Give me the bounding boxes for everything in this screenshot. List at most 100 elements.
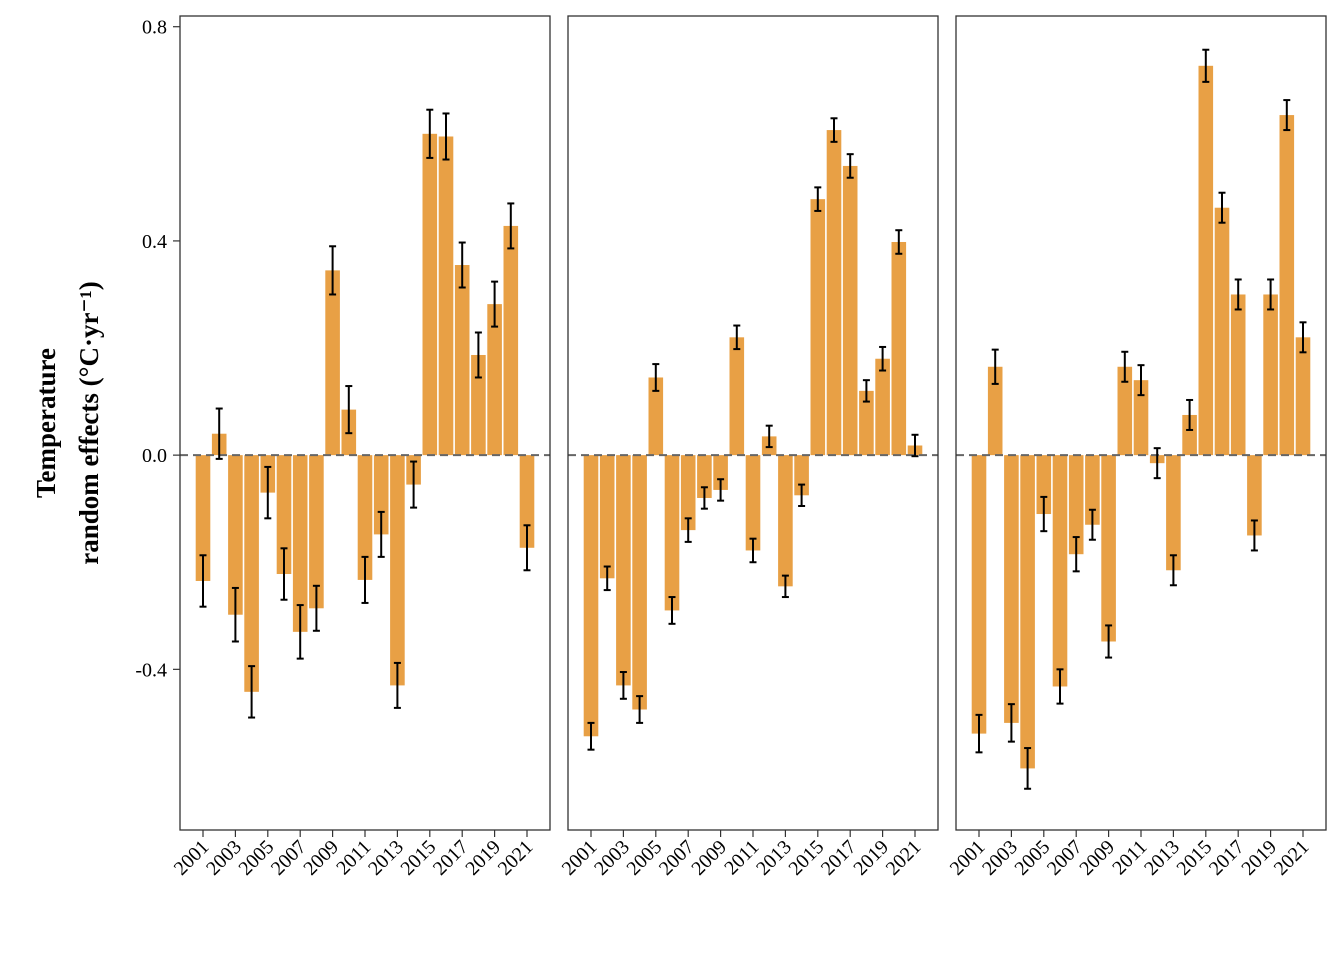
x-tick-label: 2015 (396, 836, 440, 880)
x-tick-label: 2005 (1010, 836, 1054, 880)
bar (713, 455, 728, 490)
error-bar (264, 465, 272, 520)
error-bar (329, 245, 337, 296)
error-bar (1024, 747, 1032, 790)
bar (891, 241, 907, 456)
bar (1247, 455, 1262, 536)
facet-panel-2: 2001200320052007200920112013201520172019… (558, 15, 939, 880)
x-tick-label: 2007 (267, 836, 311, 880)
error-bar (733, 324, 741, 351)
error-bar (312, 584, 320, 632)
bar (859, 390, 874, 456)
x-tick-label: 2019 (849, 836, 893, 880)
bar (1085, 455, 1100, 525)
bar (616, 455, 631, 686)
bar (697, 455, 712, 498)
error-bar (684, 517, 692, 543)
error-bar (410, 460, 418, 509)
error-bar (1137, 364, 1145, 397)
bar (422, 133, 438, 456)
error-bar (426, 108, 434, 159)
bar (357, 455, 373, 580)
bar (309, 455, 324, 609)
bar (390, 455, 405, 686)
bar (745, 455, 761, 551)
facet-panel-1: 2001200320052007200920112013201520172019… (170, 15, 551, 880)
x-tick-label: 2021 (494, 836, 538, 880)
error-bar (1234, 278, 1242, 311)
x-tick-label: 2005 (622, 836, 666, 880)
facet-panel-3: 2001200320052007200920112013201520172019… (946, 15, 1327, 880)
error-bar (798, 483, 806, 508)
bar (1214, 207, 1230, 456)
bar (1117, 366, 1133, 456)
error-bar (587, 721, 595, 751)
x-tick-label: 2007 (1043, 836, 1087, 880)
error-bar (814, 186, 822, 212)
error-bar (1202, 48, 1210, 83)
x-tick-label: 2013 (364, 836, 408, 880)
error-bar (1072, 536, 1080, 573)
error-bar (474, 331, 482, 379)
bar (1068, 455, 1084, 555)
x-tick-label: 2005 (234, 836, 278, 880)
bar (632, 455, 647, 710)
error-bar (1040, 495, 1048, 533)
bar (1182, 414, 1197, 456)
bar (826, 130, 842, 456)
error-bar (619, 671, 627, 700)
x-tick-label: 2017 (817, 836, 861, 880)
error-bar (991, 348, 999, 385)
error-bar (1169, 554, 1177, 587)
bar (195, 455, 211, 581)
x-tick-label: 2001 (558, 836, 602, 880)
bar (971, 455, 987, 734)
bar (1052, 455, 1068, 687)
error-bar (1283, 99, 1291, 132)
bar (810, 199, 826, 456)
error-bar (231, 586, 239, 643)
bar (1020, 455, 1035, 769)
error-bar (1299, 321, 1307, 354)
error-bar (248, 665, 256, 719)
error-bar (749, 537, 757, 564)
bar (454, 265, 470, 456)
error-bar (1088, 508, 1096, 541)
bar (1198, 65, 1214, 456)
bar (1101, 455, 1116, 642)
error-bar (717, 478, 725, 502)
x-tick-label: 2009 (299, 836, 343, 880)
bar (325, 270, 340, 456)
error-bar (830, 117, 838, 143)
x-tick-label: 2003 (202, 836, 246, 880)
x-tick-label: 2017 (1205, 836, 1249, 880)
error-bar (652, 363, 660, 392)
y-axis-title-line-2: random effects (°C·yr⁻¹) (74, 281, 104, 565)
error-bar (491, 280, 499, 328)
x-tick-label: 2011 (332, 836, 375, 879)
bar (487, 304, 502, 456)
bar (1036, 455, 1052, 515)
bar (438, 136, 454, 456)
bar (1166, 455, 1181, 571)
error-bar (975, 713, 983, 754)
error-bar (442, 112, 450, 161)
error-bar (377, 510, 385, 558)
error-bar (1007, 703, 1015, 743)
bar (1295, 337, 1311, 456)
error-bar (895, 229, 903, 255)
error-bar (1218, 191, 1226, 224)
error-bar (846, 153, 854, 179)
y-axis-title: Temperature random effects (°C·yr⁻¹) (31, 281, 104, 565)
bar (1004, 455, 1019, 723)
error-bar (636, 695, 644, 724)
x-tick-label: 2001 (946, 836, 990, 880)
error-bar (280, 547, 288, 601)
bar (276, 455, 292, 575)
error-bar (1153, 447, 1161, 480)
x-tick-label: 2015 (1172, 836, 1216, 880)
bar (729, 337, 745, 456)
x-tick-label: 2003 (590, 836, 634, 880)
error-bar (458, 241, 466, 289)
x-tick-label: 2021 (1270, 836, 1314, 880)
